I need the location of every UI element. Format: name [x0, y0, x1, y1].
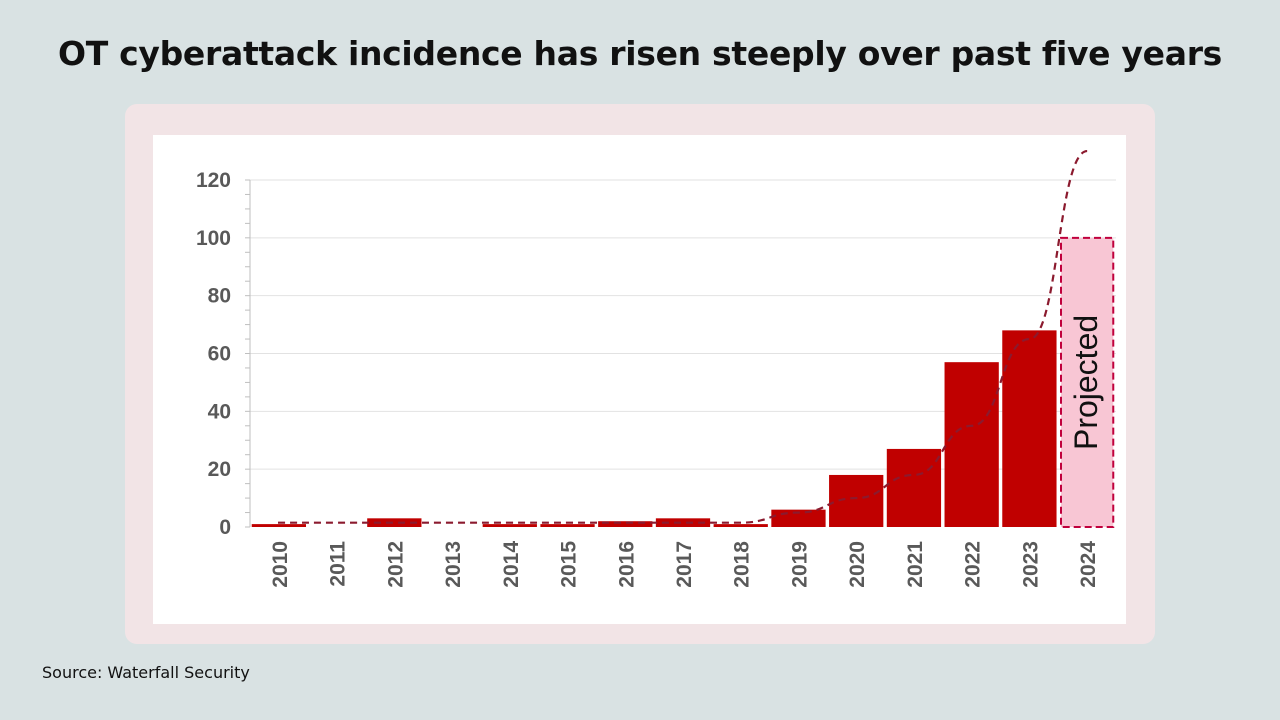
x-tick-label: 2019: [788, 541, 811, 588]
y-tick-label: 40: [208, 400, 231, 423]
bar-2020: [829, 474, 884, 527]
x-tick-label: 2022: [962, 541, 985, 588]
bar-2018: [713, 524, 768, 527]
trendline: [277, 149, 1088, 524]
x-tick-label: 2015: [558, 541, 581, 588]
bar-2023: [1002, 330, 1057, 527]
bar-2017: [655, 518, 711, 527]
source-note: Source: Waterfall Security: [42, 663, 250, 682]
bar-2010: [251, 524, 307, 527]
bar-2022: [944, 362, 999, 527]
bar-2021: [886, 448, 942, 527]
x-tick-label: 2016: [615, 541, 638, 588]
y-tick-label: 100: [196, 227, 231, 250]
y-tick-label: 60: [208, 343, 231, 366]
bar-2014: [482, 524, 537, 527]
x-tick-label: 2023: [1019, 541, 1042, 588]
projected-annotation: Projected: [1068, 315, 1104, 450]
y-tick-label: 20: [208, 458, 231, 481]
x-axis-labels: 2010 2011 2012 2013 2014 2015 2016 2017 2018 2019…: [269, 541, 1100, 588]
chart-title: OT cyberattack incidence has risen steep…: [57, 34, 1223, 73]
x-tick-label: 2017: [673, 541, 696, 588]
bar-2012: [367, 518, 422, 527]
x-tick-label: 2018: [731, 541, 754, 588]
x-tick-label: 2011: [327, 541, 350, 587]
y-axis: 0 20 40 60 80 100 120: [196, 169, 251, 539]
x-tick-label: 2014: [500, 541, 523, 588]
x-tick-label: 2024: [1077, 541, 1100, 588]
bars: [251, 236, 1115, 528]
y-tick-label: 120: [196, 169, 231, 192]
x-tick-label: 2013: [442, 541, 465, 588]
x-tick-label: 2012: [384, 541, 407, 588]
bar-2016: [598, 521, 653, 527]
y-tick-label: 0: [219, 516, 231, 539]
x-tick-label: 2010: [269, 541, 292, 588]
trendline-group: [277, 149, 1088, 524]
x-tick-label: 2020: [846, 541, 869, 588]
bar-2015: [540, 524, 595, 527]
x-tick-label: 2021: [904, 541, 927, 588]
y-tick-label: 80: [208, 285, 231, 308]
bar-projected-2024: [1059, 236, 1115, 528]
